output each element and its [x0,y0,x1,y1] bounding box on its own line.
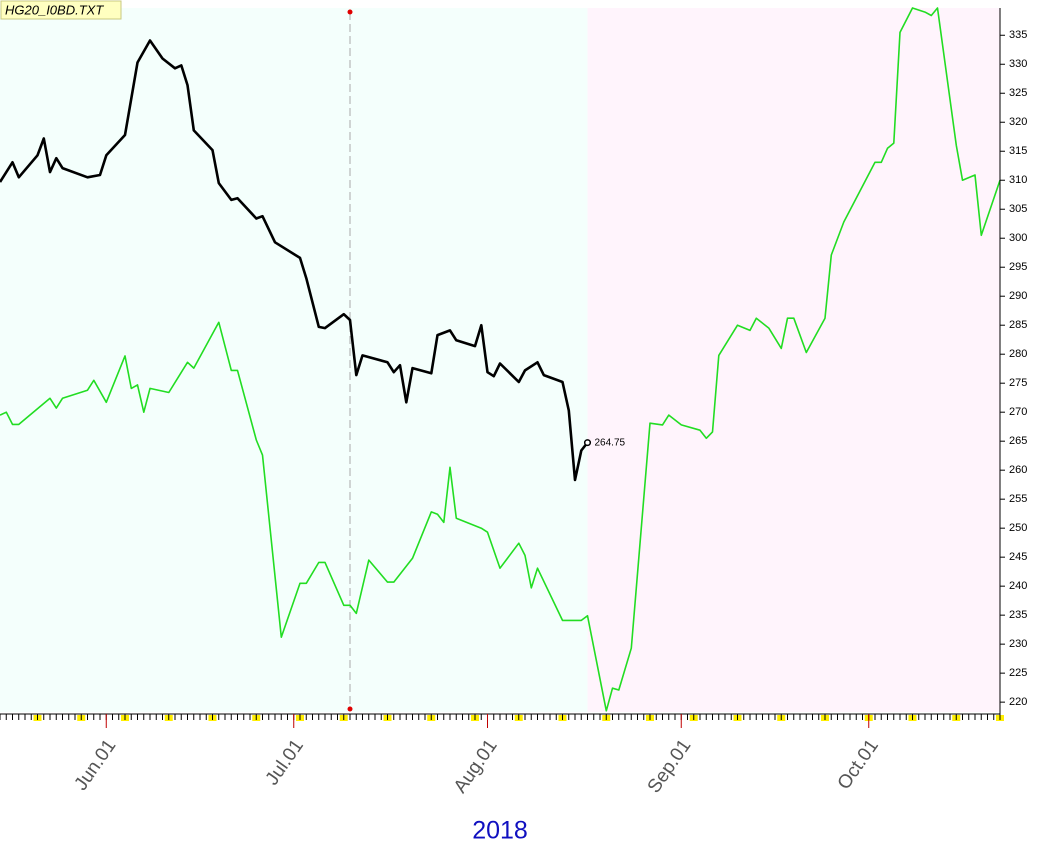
y-tick-label: 300 [1009,232,1027,244]
y-tick-label: 335 [1009,29,1027,41]
background-band [587,8,1000,712]
series-line [0,39,589,482]
y-tick-label: 315 [1009,145,1027,157]
x-tick-label: Jun.01 [71,736,121,795]
series-line [0,7,1001,712]
y-tick-label: 250 [1009,522,1027,534]
y-tick-label: 225 [1009,667,1027,679]
y-tick-label: 270 [1009,406,1027,418]
y-tick-label: 325 [1009,87,1027,99]
y-tick-label: 240 [1009,580,1027,592]
chart-title: HG20_I0BD.TXT [5,2,104,17]
y-tick-label: 310 [1009,174,1027,186]
x-tick-label: Oct.01 [834,736,883,794]
y-tick-label: 280 [1009,348,1027,360]
y-tick-label: 235 [1009,609,1027,621]
marker-dot [347,9,353,15]
y-tick-label: 320 [1009,116,1027,128]
y-tick-label: 305 [1009,203,1027,215]
marker-dot [347,706,353,712]
y-tick-label: 260 [1009,464,1027,476]
last-point [583,439,592,447]
y-tick-label: 275 [1009,377,1027,389]
y-tick-label: 285 [1009,319,1027,331]
y-tick-label: 265 [1009,435,1027,447]
x-tick-label: Sep.01 [644,736,696,797]
last-value-label: 264.75 [595,437,626,448]
y-tick-label: 290 [1009,290,1027,302]
y-tick-label: 330 [1009,58,1027,70]
title-box [0,0,122,20]
x-tick-label: Jul.01 [262,736,308,790]
y-tick-label: 220 [1009,696,1027,708]
y-tick-label: 230 [1009,638,1027,650]
y-tick-label: 295 [1009,261,1027,273]
background-band [0,8,588,712]
x-tick-label: Aug.01 [450,736,502,797]
y-tick-label: 245 [1009,551,1027,563]
plot-area: 264.75 [0,7,1001,712]
x-axis-label: 2018 [472,817,528,845]
background [0,8,1000,712]
y-tick-label: 255 [1009,493,1027,505]
